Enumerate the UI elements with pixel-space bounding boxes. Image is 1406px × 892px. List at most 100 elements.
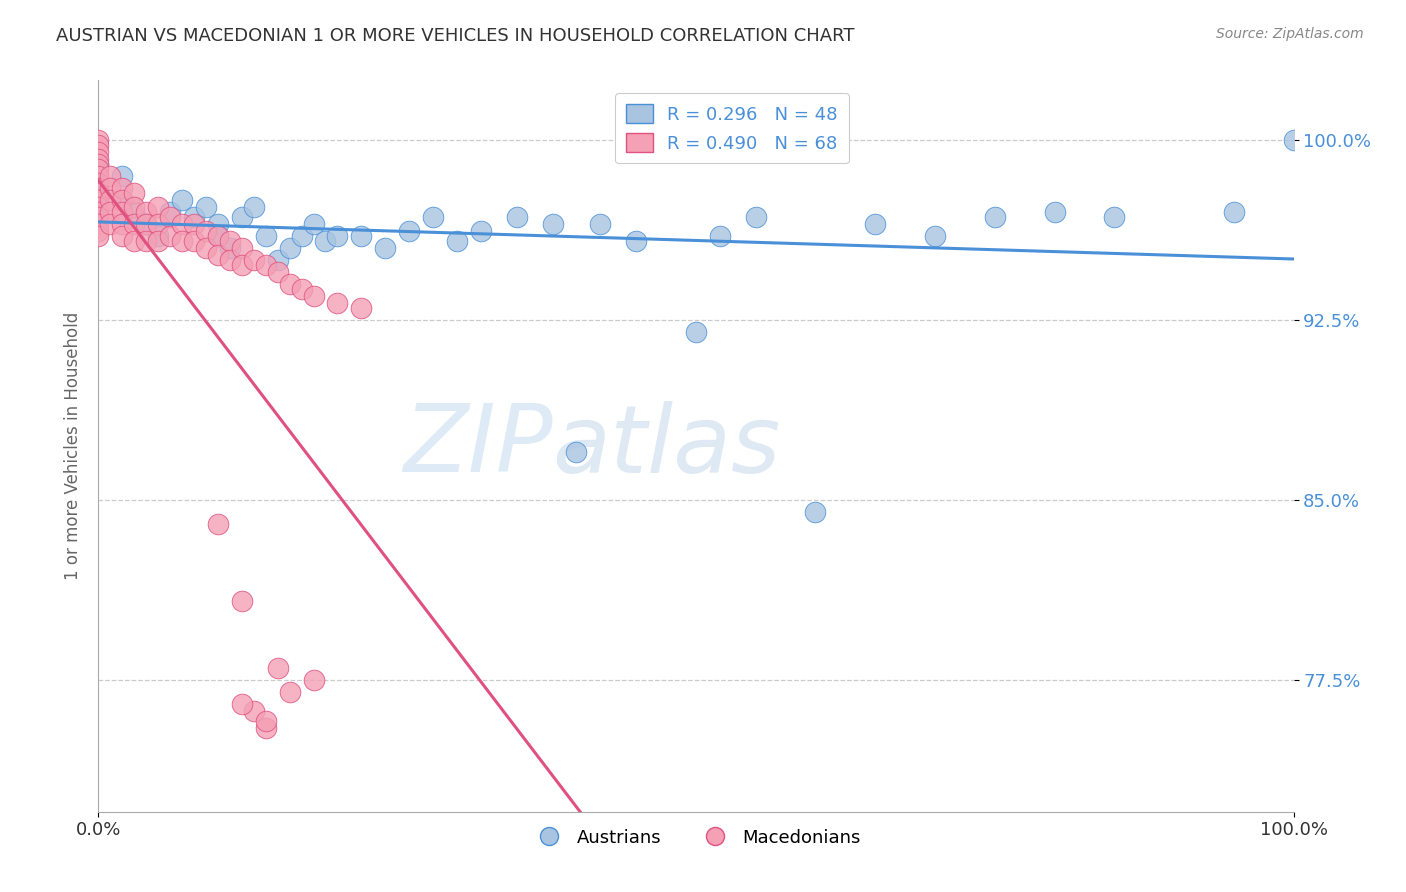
Point — [267, 661, 290, 675]
Point — [278, 241, 301, 255]
Point — [87, 169, 110, 184]
Point — [172, 193, 194, 207]
Point — [87, 157, 110, 171]
Point — [231, 241, 253, 255]
Point — [87, 205, 110, 219]
Point — [589, 217, 612, 231]
Point — [87, 205, 110, 219]
Point — [172, 217, 194, 231]
Point — [87, 177, 110, 191]
Point — [315, 234, 337, 248]
Point — [984, 210, 1007, 224]
Point — [111, 217, 134, 231]
Point — [148, 234, 170, 248]
Point — [231, 210, 253, 224]
Point — [111, 193, 134, 207]
Point — [124, 234, 146, 248]
Point — [254, 714, 277, 728]
Point — [422, 210, 444, 224]
Point — [207, 217, 229, 231]
Point — [135, 217, 157, 231]
Point — [87, 133, 110, 147]
Point — [302, 673, 325, 687]
Point — [148, 217, 170, 231]
Point — [685, 325, 707, 339]
Point — [350, 229, 373, 244]
Point — [302, 217, 325, 231]
Point — [111, 169, 134, 184]
Point — [243, 704, 266, 718]
Point — [219, 234, 242, 248]
Point — [195, 224, 218, 238]
Point — [148, 229, 170, 244]
Y-axis label: 1 or more Vehicles in Household: 1 or more Vehicles in Household — [63, 312, 82, 580]
Point — [87, 210, 110, 224]
Point — [98, 169, 122, 184]
Point — [183, 210, 205, 224]
Point — [231, 258, 253, 272]
Point — [98, 193, 122, 207]
Point — [709, 229, 731, 244]
Point — [374, 241, 396, 255]
Point — [350, 301, 373, 315]
Point — [326, 229, 349, 244]
Point — [1104, 210, 1126, 224]
Point — [195, 200, 218, 214]
Point — [207, 248, 229, 262]
Point — [243, 253, 266, 268]
Point — [219, 253, 242, 268]
Point — [291, 229, 314, 244]
Point — [219, 241, 242, 255]
Point — [159, 229, 181, 244]
Point — [254, 229, 277, 244]
Point — [183, 234, 205, 248]
Point — [446, 234, 468, 248]
Point — [87, 181, 110, 195]
Point — [124, 205, 146, 219]
Text: ZIP: ZIP — [404, 401, 553, 491]
Point — [541, 217, 564, 231]
Point — [745, 210, 768, 224]
Point — [398, 224, 420, 238]
Point — [87, 224, 110, 238]
Point — [111, 205, 134, 219]
Point — [135, 205, 157, 219]
Point — [87, 145, 110, 160]
Point — [111, 229, 134, 244]
Point — [159, 210, 181, 224]
Point — [87, 169, 110, 184]
Point — [172, 234, 194, 248]
Point — [278, 685, 301, 699]
Point — [87, 193, 110, 207]
Point — [148, 200, 170, 214]
Text: atlas: atlas — [553, 401, 780, 491]
Point — [87, 157, 110, 171]
Point — [231, 593, 253, 607]
Point — [254, 258, 277, 272]
Legend: Austrians, Macedonians: Austrians, Macedonians — [524, 822, 868, 854]
Point — [124, 217, 146, 231]
Point — [267, 265, 290, 279]
Point — [87, 217, 110, 231]
Point — [183, 217, 205, 231]
Point — [231, 697, 253, 711]
Point — [470, 224, 492, 238]
Point — [87, 181, 110, 195]
Text: AUSTRIAN VS MACEDONIAN 1 OR MORE VEHICLES IN HOUSEHOLD CORRELATION CHART: AUSTRIAN VS MACEDONIAN 1 OR MORE VEHICLE… — [56, 27, 855, 45]
Point — [87, 153, 110, 167]
Point — [207, 229, 229, 244]
Text: Source: ZipAtlas.com: Source: ZipAtlas.com — [1216, 27, 1364, 41]
Point — [207, 229, 229, 244]
Point — [111, 181, 134, 195]
Point — [87, 193, 110, 207]
Point — [98, 205, 122, 219]
Point — [87, 161, 110, 176]
Point — [506, 210, 529, 224]
Point — [291, 282, 314, 296]
Point — [326, 296, 349, 310]
Point — [87, 200, 110, 214]
Point — [98, 217, 122, 231]
Point — [924, 229, 946, 244]
Point — [254, 721, 277, 735]
Point — [124, 200, 146, 214]
